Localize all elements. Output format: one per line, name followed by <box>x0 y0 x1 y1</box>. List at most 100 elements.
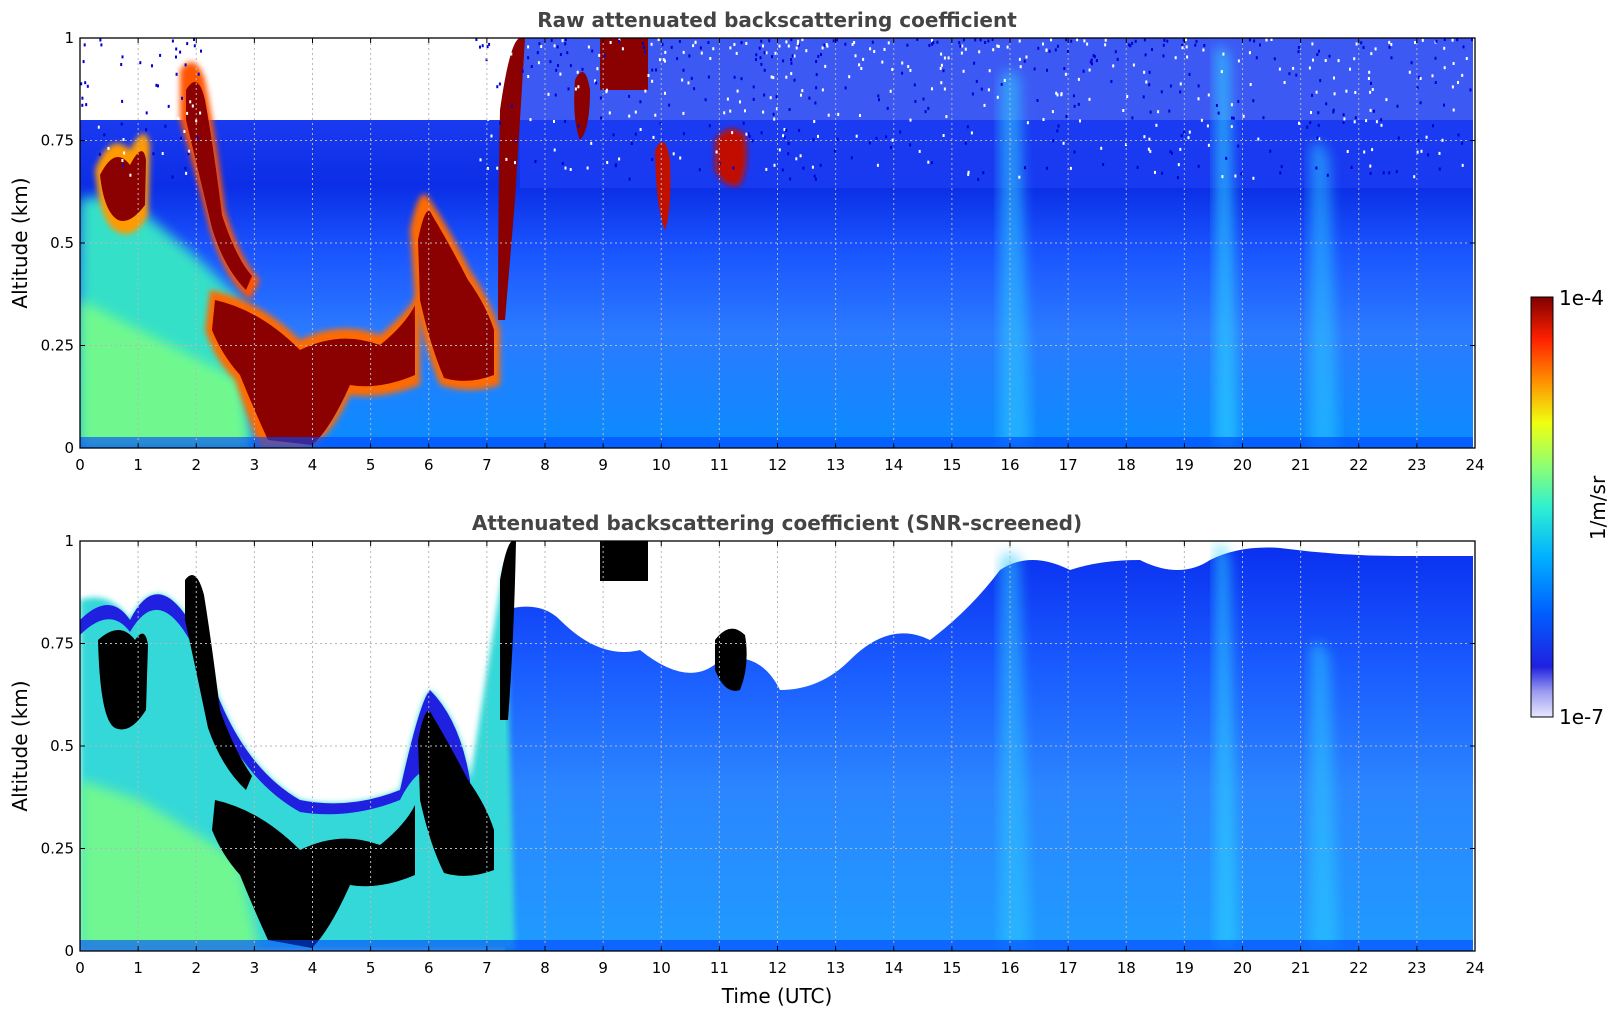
noise-speck <box>789 177 792 181</box>
noise-speck <box>175 72 178 76</box>
x-tick-label: 24 <box>1465 959 1484 977</box>
noise-speck <box>651 79 654 83</box>
noise-speck <box>577 124 580 128</box>
noise-speck <box>107 147 110 150</box>
noise-speck <box>927 106 930 110</box>
noise-speck <box>1225 156 1228 160</box>
noise-speck <box>1083 39 1086 43</box>
x-tick-label: 23 <box>1407 456 1426 474</box>
noise-speck <box>959 44 962 48</box>
noise-speck <box>763 68 766 72</box>
y-tick-label: 0 <box>64 942 74 960</box>
noise-speck <box>967 172 970 176</box>
noise-speck <box>1355 42 1358 46</box>
noise-speck <box>200 49 202 53</box>
noise-speck <box>1427 153 1430 157</box>
noise-speck <box>481 47 484 51</box>
noise-speck <box>1197 84 1200 88</box>
noise-speck <box>760 62 763 66</box>
noise-speck <box>1185 45 1188 49</box>
noise-speck <box>145 128 148 132</box>
noise-speck <box>164 47 167 51</box>
noise-speck <box>1018 175 1021 179</box>
x-tick-label: 6 <box>424 959 434 977</box>
noise-speck <box>773 163 776 167</box>
noise-speck <box>1388 171 1391 175</box>
noise-speck <box>1367 77 1370 80</box>
noise-speck <box>1388 45 1391 49</box>
noise-speck <box>1181 46 1184 50</box>
noise-speck <box>1342 113 1345 117</box>
noise-speck <box>557 64 559 67</box>
noise-speck <box>496 85 499 89</box>
noise-speck <box>819 163 822 167</box>
noise-speck <box>1162 43 1165 47</box>
noise-speck <box>1269 149 1272 153</box>
noise-speck <box>1051 110 1054 114</box>
noise-speck <box>498 82 501 86</box>
x-tick-label: 18 <box>1117 456 1136 474</box>
noise-speck <box>668 103 671 107</box>
noise-speck <box>490 60 493 64</box>
noise-speck <box>1461 141 1464 145</box>
noise-speck <box>971 92 974 96</box>
noise-speck <box>1148 70 1151 74</box>
noise-speck <box>1332 108 1335 112</box>
noise-speck <box>155 83 158 87</box>
noise-speck <box>559 53 562 56</box>
noise-speck <box>715 150 718 154</box>
noise-speck <box>1354 116 1357 120</box>
noise-speck <box>1129 44 1132 48</box>
noise-speck <box>608 111 611 115</box>
noise-speck <box>1363 150 1366 154</box>
noise-speck <box>814 101 817 105</box>
noise-speck <box>1188 130 1191 134</box>
x-tick-label: 21 <box>1291 959 1310 977</box>
noise-speck <box>1265 38 1268 42</box>
noise-speck <box>858 63 861 67</box>
noise-speck <box>1316 53 1319 56</box>
raw-heatmap <box>80 38 1473 448</box>
noise-speck <box>1451 38 1454 42</box>
noise-speck <box>1465 57 1468 60</box>
noise-speck <box>772 112 775 116</box>
noise-speck <box>556 45 559 49</box>
noise-speck <box>707 41 710 44</box>
noise-speck <box>1369 90 1372 94</box>
noise-speck <box>885 135 888 139</box>
x-tick-label: 7 <box>482 456 492 474</box>
x-tick-label: 2 <box>191 959 201 977</box>
x-tick-label: 20 <box>1233 456 1252 474</box>
noise-speck <box>1259 43 1261 47</box>
noise-speck <box>748 135 751 138</box>
noise-speck <box>1374 47 1377 51</box>
noise-speck <box>907 65 910 68</box>
noise-speck <box>1230 125 1233 129</box>
noise-speck <box>514 161 516 165</box>
noise-speck <box>614 164 617 168</box>
noise-speck <box>670 45 673 49</box>
noise-speck <box>744 109 746 113</box>
noise-speck <box>676 57 679 61</box>
noise-speck <box>1065 38 1068 42</box>
y-axis-snr: 0 0.25 0.5 0.75 1 <box>41 532 1475 960</box>
noise-speck <box>1132 63 1135 67</box>
noise-speck <box>1420 149 1423 153</box>
noise-speck <box>80 82 83 86</box>
noise-speck <box>1232 116 1235 120</box>
noise-speck <box>475 38 478 41</box>
noise-speck <box>931 42 934 46</box>
noise-speck <box>1326 173 1329 177</box>
noise-speck <box>755 53 758 57</box>
x-tick-label: 15 <box>942 959 961 977</box>
noise-speck <box>752 85 755 89</box>
noise-speck <box>1055 91 1058 95</box>
noise-speck <box>775 95 778 99</box>
noise-speck <box>947 56 950 60</box>
noise-speck <box>164 124 167 128</box>
noise-speck <box>647 74 650 77</box>
noise-speck <box>814 177 817 181</box>
noise-speck <box>1177 163 1180 167</box>
noise-speck <box>576 70 579 74</box>
noise-speck <box>1451 85 1454 89</box>
